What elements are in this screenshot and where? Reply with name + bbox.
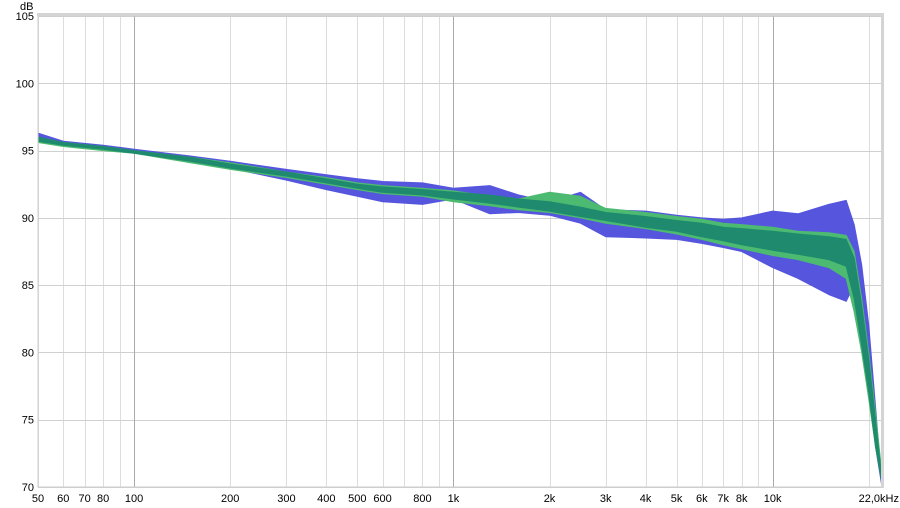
x-tick-label: 1k [448, 493, 460, 505]
x-tick-label: 6k [696, 493, 708, 505]
x-tick-label: 500 [348, 493, 366, 505]
x-tick-label: 10k [764, 493, 782, 505]
y-tick-label: 105 [16, 11, 34, 23]
x-tick-label: 800 [413, 493, 431, 505]
x-tick-label: 5k [671, 493, 683, 505]
x-tick-label: 80 [97, 493, 109, 505]
plot-border-shadow [37, 13, 884, 488]
x-tick-label: 4k [640, 493, 652, 505]
x-tick-label: 400 [317, 493, 335, 505]
y-tick-label: 70 [22, 482, 34, 494]
x-tick-label: 2k [544, 493, 556, 505]
x-axis-ticks: 50 60 70 80 100 200 300 400 500 600 800 1k 2k 3k 4k 5k 6… [32, 493, 899, 505]
y-axis-unit: dB [20, 1, 33, 13]
y-tick-label: 75 [22, 415, 34, 427]
y-axis-ticks: 105 100 95 90 85 80 75 70 [16, 11, 34, 494]
x-tick-label: 70 [79, 493, 91, 505]
x-tick-label: 100 [125, 493, 143, 505]
y-tick-label: 80 [22, 347, 34, 359]
x-tick-label: 8k [736, 493, 748, 505]
x-tick-label: 50 [32, 493, 44, 505]
y-tick-label: 85 [22, 280, 34, 292]
x-tick-label: 200 [221, 493, 239, 505]
y-tick-label: 95 [22, 146, 34, 158]
x-tick-label: 22,0kHz [859, 493, 899, 505]
y-tick-label: 100 [16, 78, 34, 90]
x-tick-label: 3k [600, 493, 612, 505]
x-tick-label: 600 [373, 493, 391, 505]
x-tick-label: 60 [57, 493, 69, 505]
y-tick-label: 90 [22, 213, 34, 225]
x-tick-label: 7k [717, 493, 729, 505]
x-tick-label: 300 [277, 493, 295, 505]
